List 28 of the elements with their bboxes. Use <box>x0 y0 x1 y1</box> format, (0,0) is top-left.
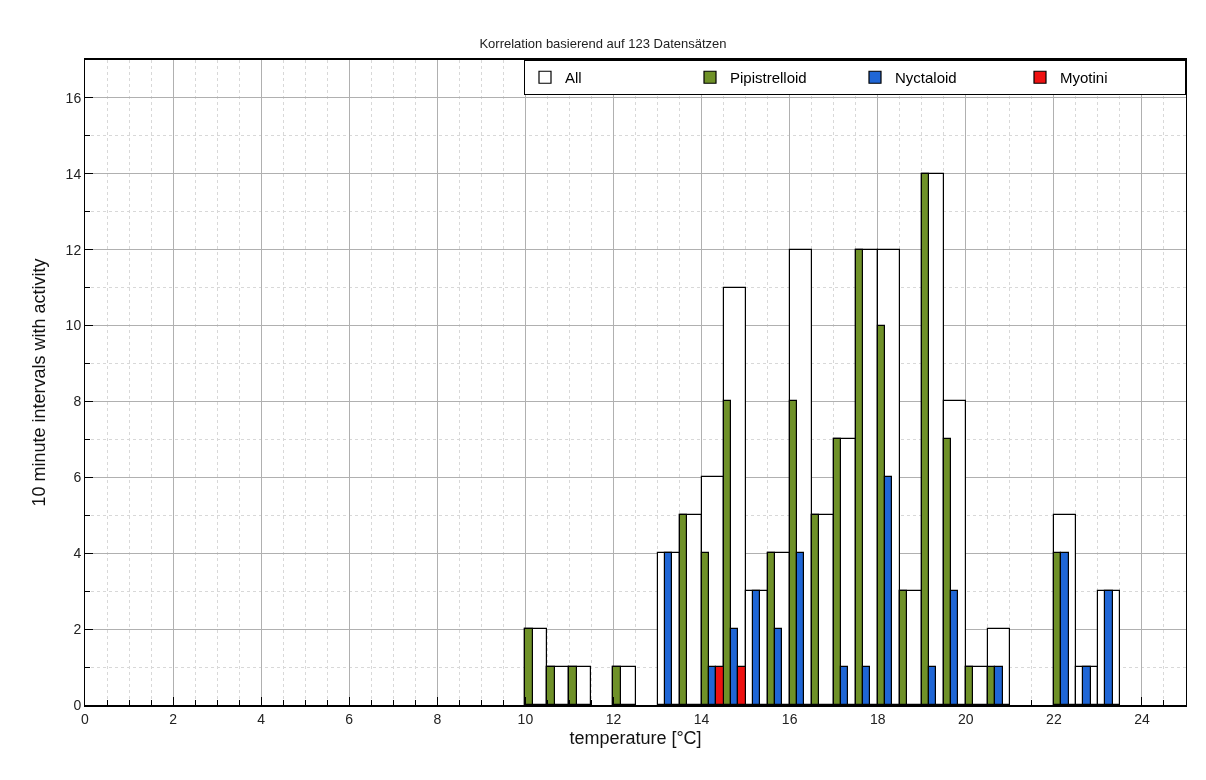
legend-label: All <box>565 69 582 87</box>
y-tick-label: 12 <box>65 241 82 258</box>
x-tick-label: 6 <box>345 710 354 727</box>
legend-label: Myotini <box>1060 69 1108 87</box>
y-tick-label: 0 <box>73 696 82 713</box>
x-tick-label: 2 <box>169 710 178 727</box>
x-tick-label: 8 <box>433 710 442 727</box>
chart-title: Korrelation basierend auf 123 Datensätzen <box>479 36 727 52</box>
x-tick-label: 12 <box>605 710 622 727</box>
legend-label: Pipistrelloid <box>730 69 807 87</box>
y-axis-title: 10 minute intervals with activity <box>28 258 49 507</box>
y-tick-label: 8 <box>73 393 82 410</box>
x-tick-label: 14 <box>693 710 710 727</box>
legend-label: Nyctaloid <box>895 69 957 87</box>
x-tick-label: 22 <box>1046 710 1062 727</box>
y-tick-label: 14 <box>65 165 82 182</box>
y-tick-label: 10 <box>65 317 82 334</box>
y-tick-label: 16 <box>65 89 82 106</box>
x-tick-label: 10 <box>517 710 534 727</box>
y-tick-label: 6 <box>73 469 82 486</box>
y-tick-label: 2 <box>73 621 82 638</box>
x-tick-label: 18 <box>869 710 886 727</box>
x-tick-label: 4 <box>257 710 266 727</box>
y-tick-label: 4 <box>73 545 82 562</box>
x-tick-label: 20 <box>958 710 974 727</box>
x-axis-title: temperature [°C] <box>569 728 702 749</box>
x-tick-label: 24 <box>1134 710 1150 727</box>
x-tick-label: 16 <box>781 710 798 727</box>
